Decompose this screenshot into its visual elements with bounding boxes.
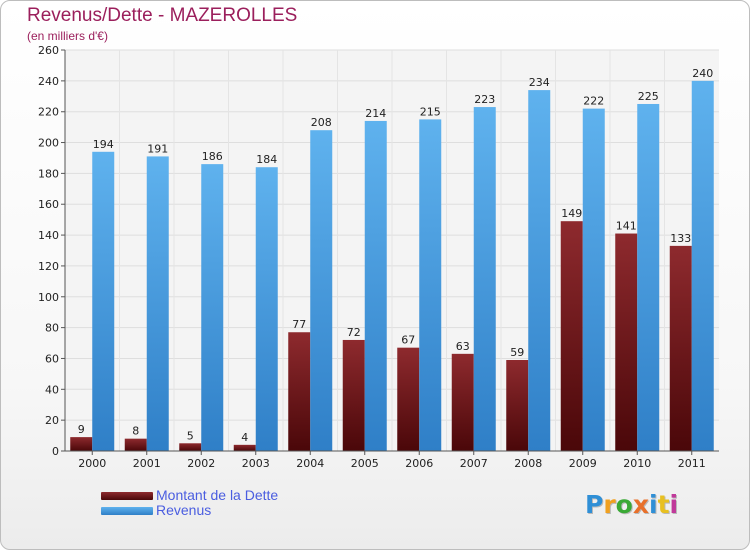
bar-dette-2002 (179, 443, 202, 451)
bar-dette-2009 (560, 221, 583, 451)
chart-subtitle: (en milliers d'€) (27, 29, 108, 43)
value-label-dette-2006: 67 (401, 334, 415, 347)
x-tick-label-2006: 2006 (405, 457, 433, 470)
proxiti-logo: Proxiti (585, 490, 678, 519)
bar-revenus-2000 (92, 151, 115, 452)
bar-dette-2001 (124, 438, 147, 451)
y-tick-label: 240 (38, 75, 59, 88)
y-tick-label: 100 (38, 291, 59, 304)
value-label-dette-2004: 77 (292, 318, 306, 331)
bar-dette-2006 (397, 347, 420, 451)
bar-revenus-2005 (364, 120, 387, 451)
value-label-dette-2007: 63 (456, 340, 470, 353)
bar-revenus-2007 (473, 107, 496, 452)
chart-title: Revenus/Dette - MAZEROLLES (27, 5, 298, 26)
value-label-revenus-2009: 222 (583, 95, 604, 108)
x-tick-label-2009: 2009 (569, 457, 597, 470)
bar-revenus-2004 (310, 130, 333, 451)
value-label-dette-2010: 141 (616, 220, 637, 233)
grid-lines (65, 49, 719, 452)
value-label-dette-2001: 8 (132, 425, 139, 438)
x-tick-label-2002: 2002 (187, 457, 215, 470)
bar-revenus-2002 (201, 164, 224, 451)
logo-letter: i (669, 490, 679, 519)
y-tick-label: 40 (45, 383, 59, 396)
bar-dette-2011 (669, 245, 692, 451)
value-label-revenus-2004: 208 (311, 116, 332, 129)
bar-revenus-2008 (528, 90, 551, 451)
legend-swatch-dette (101, 492, 153, 501)
legend-swatch-revenus (101, 507, 153, 516)
value-label-revenus-2010: 225 (638, 90, 659, 103)
value-label-dette-2000: 9 (78, 423, 85, 436)
bar-dette-2005 (342, 339, 365, 451)
x-tick-label-2000: 2000 (78, 457, 106, 470)
x-tick-label-2003: 2003 (242, 457, 270, 470)
logo-letter: r (603, 490, 616, 519)
x-tick-label-2010: 2010 (623, 457, 651, 470)
value-label-revenus-2005: 214 (365, 107, 386, 120)
logo-letter: t (657, 490, 670, 519)
bar-revenus-2011 (691, 80, 714, 451)
value-label-revenus-2000: 194 (93, 138, 114, 151)
value-label-revenus-2002: 186 (202, 150, 223, 163)
value-label-revenus-2008: 234 (529, 76, 550, 89)
value-label-dette-2009: 149 (561, 207, 582, 220)
value-label-revenus-2001: 191 (147, 142, 168, 155)
value-label-dette-2002: 5 (187, 429, 194, 442)
y-tick-label: 120 (38, 260, 59, 273)
y-tick-label: 160 (38, 198, 59, 211)
x-tick-label-2005: 2005 (351, 457, 379, 470)
legend-label-dette: Montant de la Dette (156, 487, 279, 503)
y-tick-label: 220 (38, 106, 59, 119)
axes (61, 49, 719, 455)
y-tick-label: 180 (38, 167, 59, 180)
legend-item-revenus: Revenus (101, 503, 278, 518)
bar-dette-2007 (451, 353, 474, 451)
value-label-revenus-2003: 184 (256, 153, 277, 166)
x-tick-label-2011: 2011 (678, 457, 706, 470)
bar-dette-2003 (233, 444, 256, 451)
value-label-revenus-2007: 223 (474, 93, 495, 106)
y-tick-label: 200 (38, 137, 59, 150)
bar-revenus-2006 (419, 119, 442, 452)
bar-dette-2008 (506, 360, 529, 451)
bar-dette-2004 (288, 332, 311, 451)
legend-label-revenus: Revenus (156, 502, 212, 518)
value-label-dette-2005: 72 (347, 326, 361, 339)
bar-dette-2000 (70, 437, 93, 451)
legend-item-dette: Montant de la Dette (101, 488, 278, 503)
y-tick-label: 260 (38, 44, 59, 57)
bar-revenus-2001 (146, 156, 169, 451)
value-label-dette-2008: 59 (510, 346, 524, 359)
y-tick-label: 140 (38, 229, 59, 242)
x-tick-label-2001: 2001 (133, 457, 161, 470)
logo-letter: i (649, 490, 658, 519)
labels: 0 20 40 60 80 100 120 140 160 180 200 220 240 260 9 194… (38, 44, 713, 470)
logo-letter: x (632, 490, 649, 519)
logo-letter: P (585, 490, 604, 519)
x-tick-label-2007: 2007 (460, 457, 488, 470)
y-tick-label: 20 (45, 414, 59, 427)
y-tick-label: 80 (45, 322, 59, 335)
x-tick-label-2004: 2004 (296, 457, 324, 470)
value-label-dette-2003: 4 (241, 431, 248, 444)
logo-letter: o (615, 490, 633, 519)
value-label-dette-2011: 133 (670, 232, 691, 245)
bar-revenus-2009 (582, 108, 605, 451)
y-tick-label: 0 (52, 445, 59, 458)
value-label-revenus-2006: 215 (420, 105, 441, 118)
y-tick-label: 60 (45, 352, 59, 365)
bar-revenus-2010 (637, 103, 660, 451)
bar-revenus-2003 (255, 167, 278, 451)
bar-dette-2010 (615, 233, 638, 451)
bars (70, 80, 714, 452)
x-tick-label-2008: 2008 (514, 457, 542, 470)
value-label-revenus-2011: 240 (692, 67, 713, 80)
legend: Montant de la Dette Revenus (101, 488, 278, 518)
